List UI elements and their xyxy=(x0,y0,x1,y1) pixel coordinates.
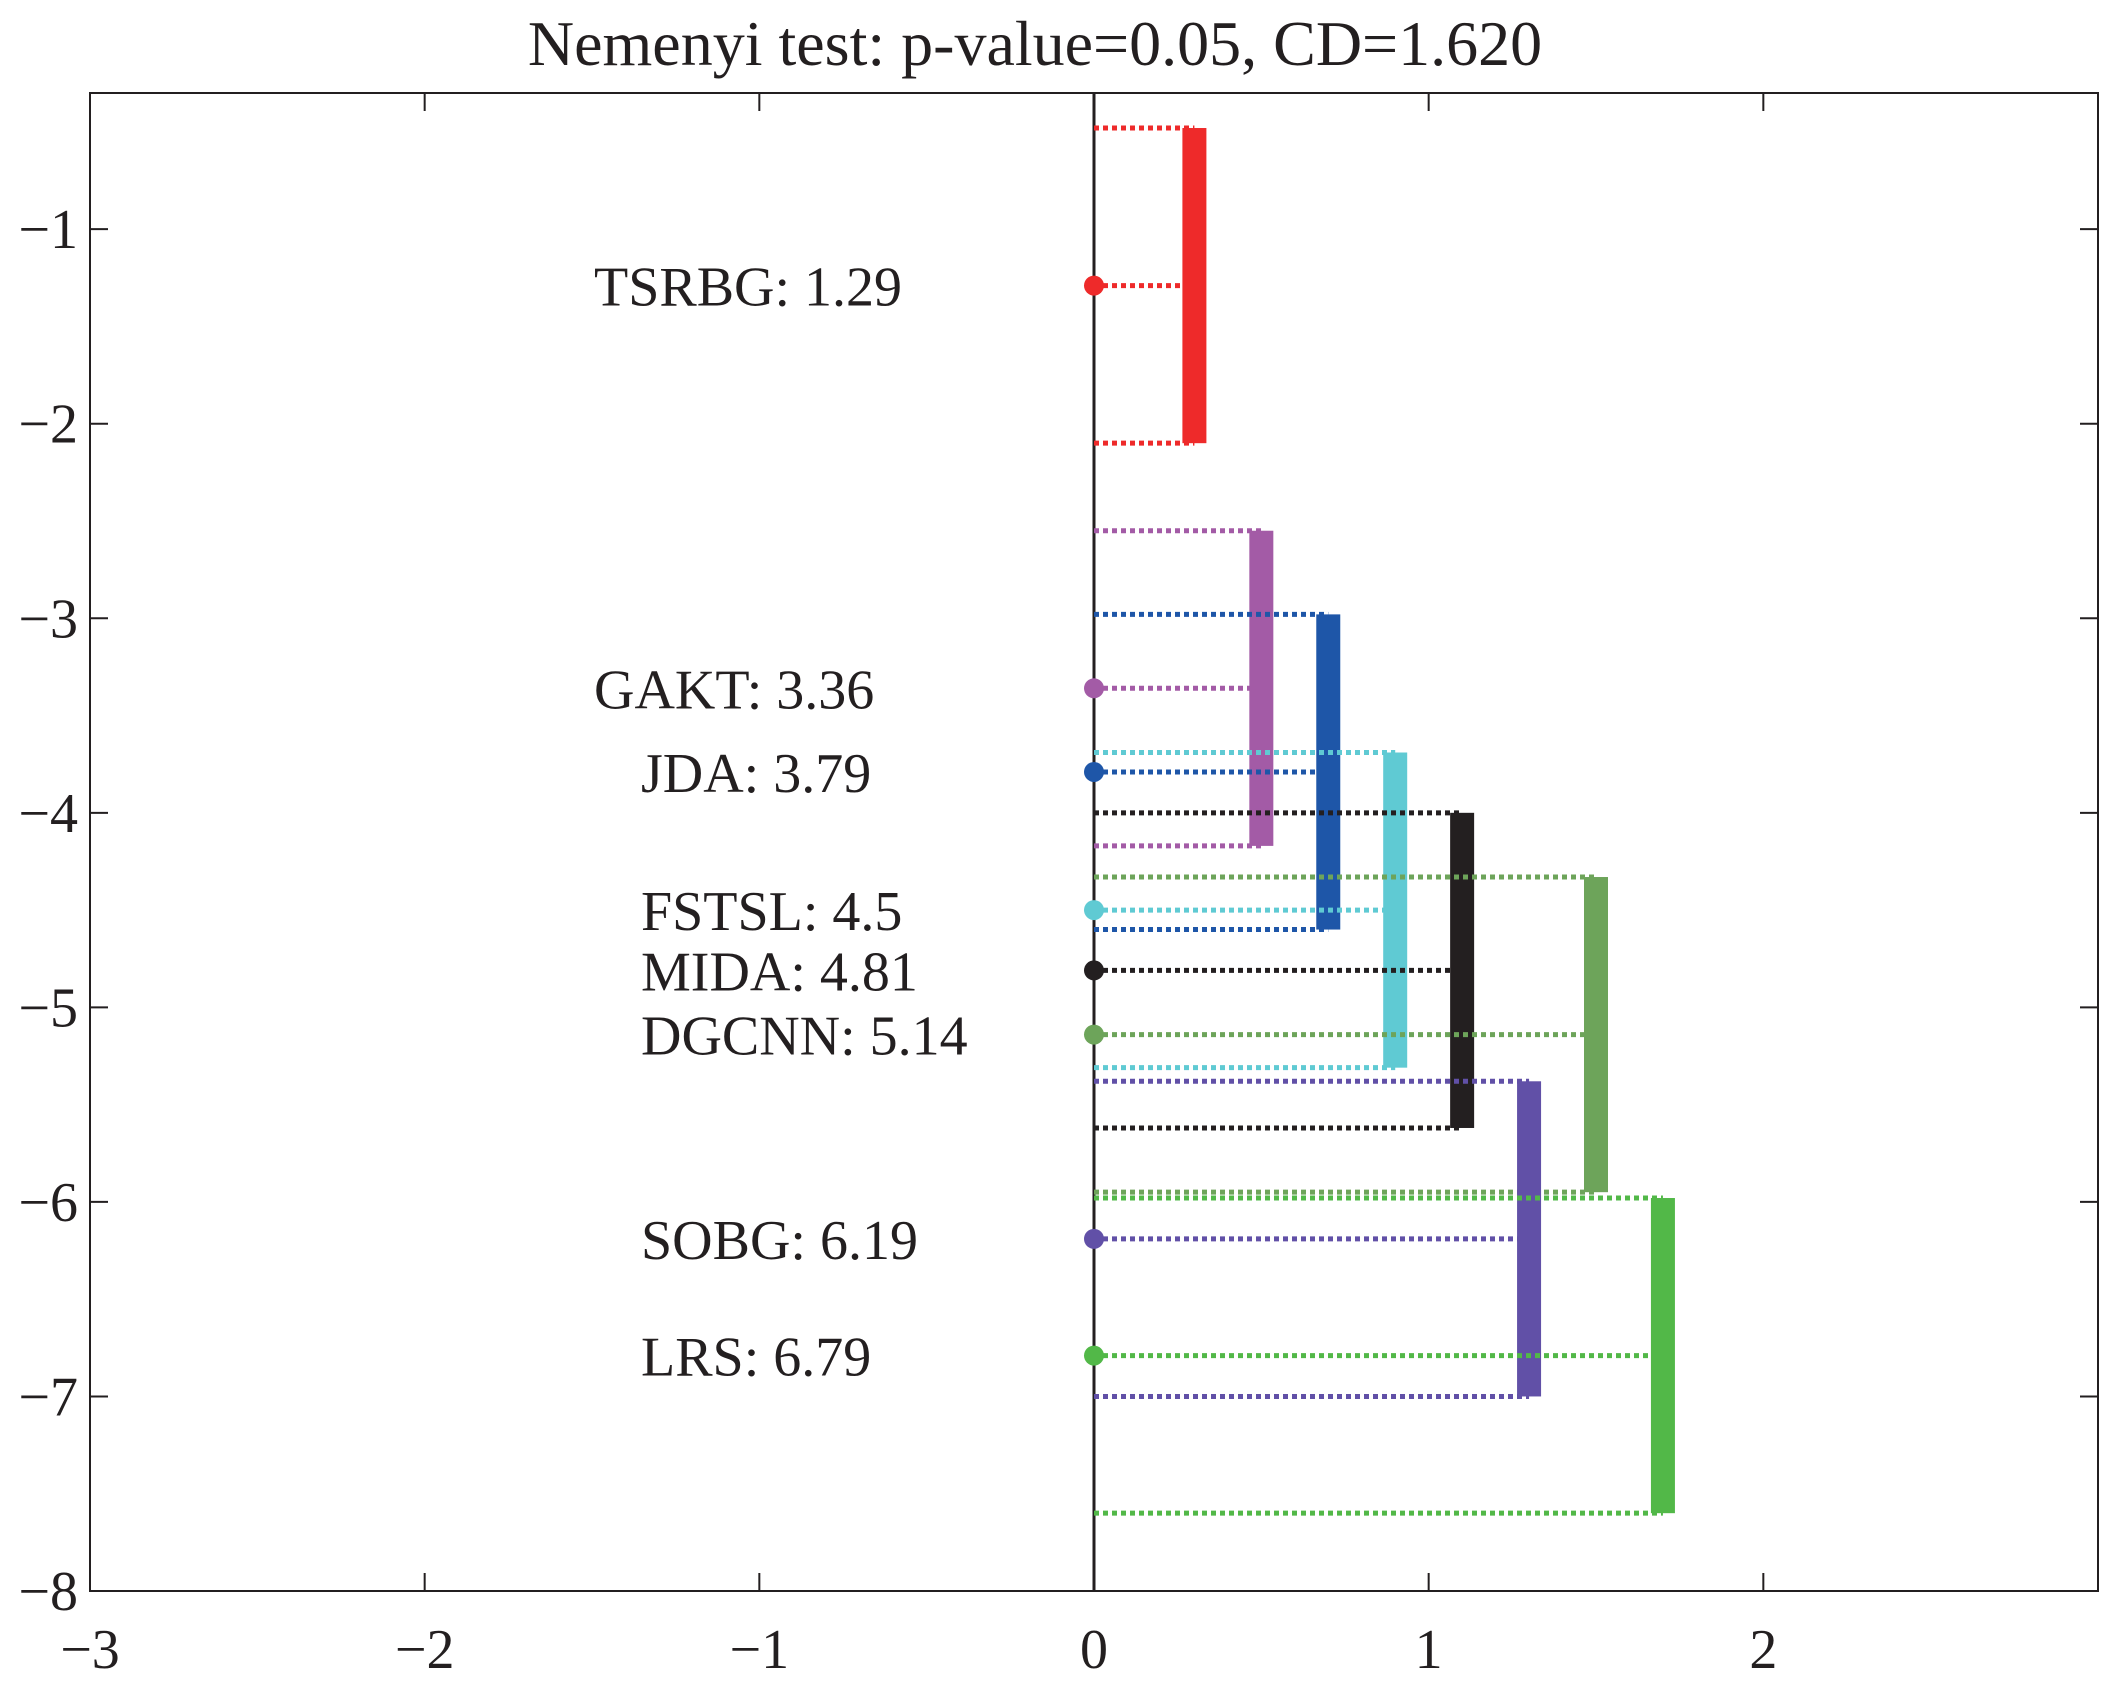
method-label-dgcnn: DGCNN: 5.14 xyxy=(641,1006,968,1068)
method-label-jda: JDA: 3.79 xyxy=(641,743,871,805)
rank-marker-jda xyxy=(1084,761,1104,782)
cd-bar-fstsl xyxy=(1383,752,1408,1068)
y-tick-label: −2 xyxy=(18,394,78,456)
y-tick-label: −8 xyxy=(18,1561,78,1623)
cd-bar-jda xyxy=(1316,614,1341,930)
rank-marker-dgcnn xyxy=(1084,1024,1104,1045)
plot-area: −3 −2 −1 0 1 2 −1 −2 −3 −4 −5 −6 −7 −8 TSRBG: 1.29 GAKT… xyxy=(18,92,2099,1681)
x-tick-label: −3 xyxy=(60,1619,120,1681)
method-label-sobg: SOBG: 6.19 xyxy=(641,1210,918,1272)
rank-marker-mida xyxy=(1084,960,1104,981)
cd-bar-dgcnn xyxy=(1584,877,1608,1193)
x-tick-label: 1 xyxy=(1415,1619,1443,1681)
cd-bar-tsrbg xyxy=(1182,128,1207,444)
cd-bar-lrs xyxy=(1650,1198,1675,1514)
method-label-lrs: LRS: 6.79 xyxy=(641,1327,871,1389)
rank-marker-sobg xyxy=(1084,1228,1104,1249)
rank-marker-fstsl xyxy=(1084,900,1104,921)
rank-marker-lrs xyxy=(1084,1345,1104,1366)
cd-bar-mida xyxy=(1450,812,1475,1128)
y-tick-label: −1 xyxy=(18,199,78,261)
method-label-gakt: GAKT: 3.36 xyxy=(594,659,874,721)
x-tick-label: 2 xyxy=(1749,1619,1777,1681)
y-tick-label: −4 xyxy=(18,783,78,845)
rank-marker-gakt xyxy=(1084,678,1104,699)
method-label-mida: MIDA: 4.81 xyxy=(641,941,918,1003)
cd-bar-sobg xyxy=(1517,1081,1542,1397)
x-tick-label: −2 xyxy=(395,1619,455,1681)
x-tick-label: −1 xyxy=(730,1619,790,1681)
method-label-tsrbg: TSRBG: 1.29 xyxy=(594,257,902,319)
y-tick-label: −5 xyxy=(18,977,78,1039)
method-label-fstsl: FSTSL: 4.5 xyxy=(641,881,902,943)
rank-marker-tsrbg xyxy=(1084,275,1104,296)
chart-title: Nemenyi test: p-value=0.05, CD=1.620 xyxy=(528,8,1542,79)
cd-bar-gakt xyxy=(1249,530,1274,846)
y-tick-label: −3 xyxy=(18,588,78,650)
y-tick-label: −6 xyxy=(18,1172,78,1234)
x-tick-label: 0 xyxy=(1080,1619,1108,1681)
y-tick-label: −7 xyxy=(18,1366,78,1428)
